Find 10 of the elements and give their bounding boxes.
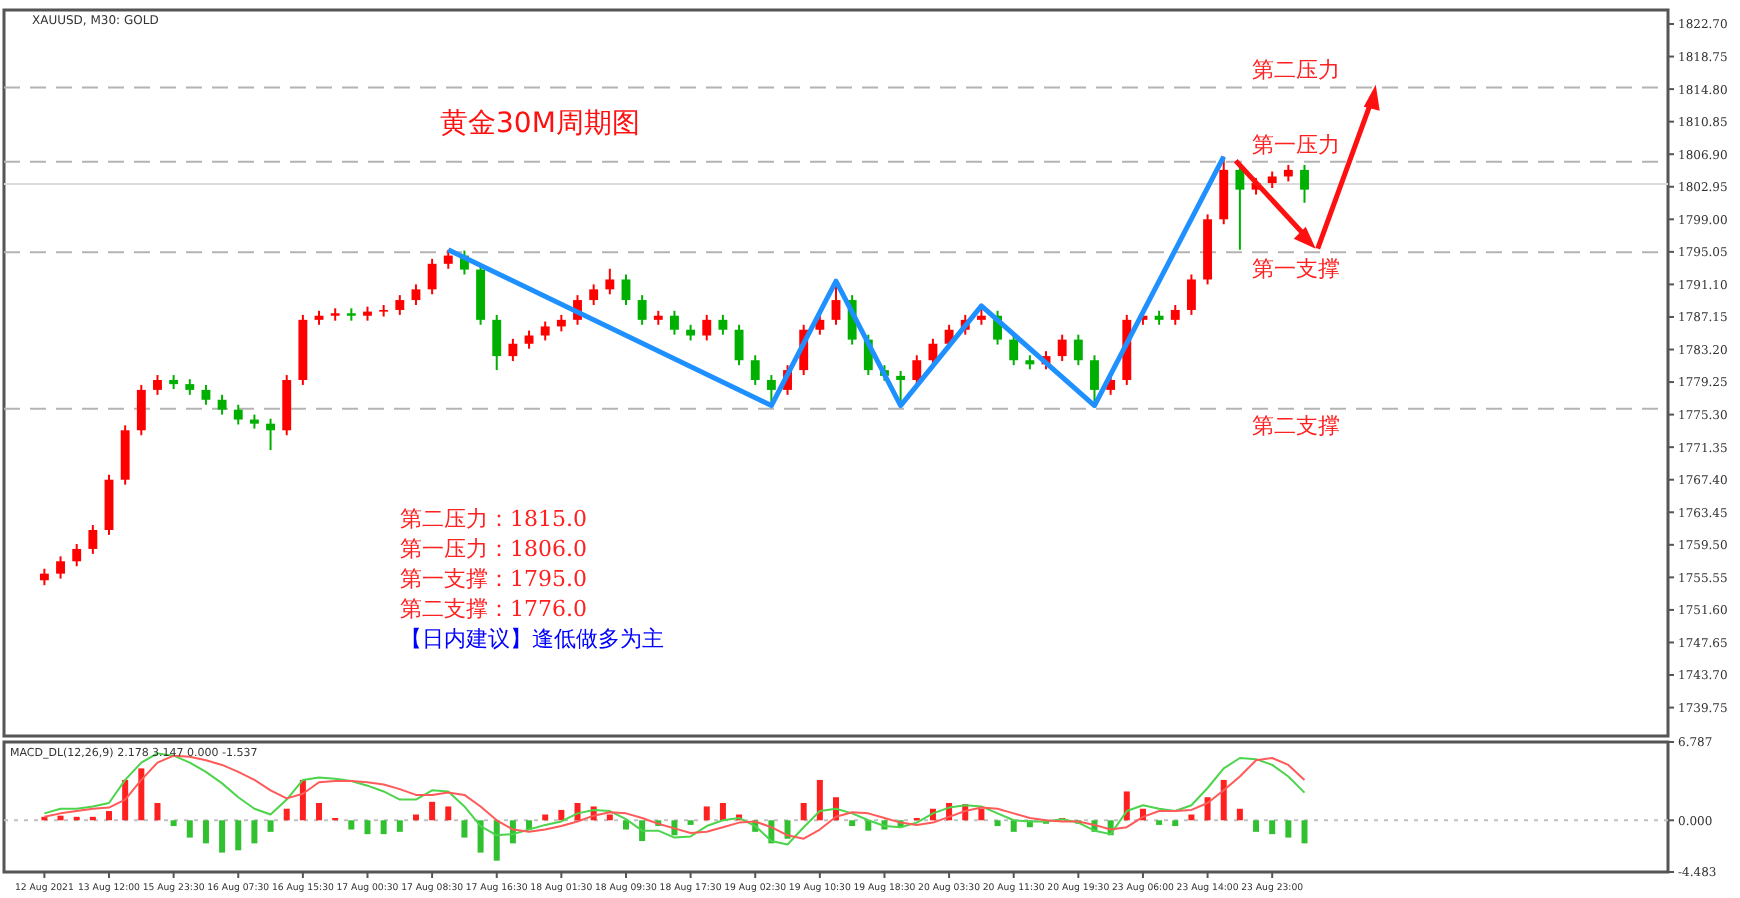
annotation: 第二压力：1815.0 — [400, 506, 587, 532]
annotation: 第二支撑：1776.0 — [400, 596, 587, 622]
text: 黄金30M周期图 — [440, 108, 640, 140]
annotation: 第一压力：1806.0 — [400, 536, 587, 562]
ref-line-label: 第二压力 — [1252, 57, 1340, 84]
ref-line-label: 第一支撑 — [1252, 256, 1340, 283]
ref-line-label: 第一压力 — [1252, 131, 1340, 158]
annotation: 第一支撑：1795.0 — [400, 566, 587, 592]
annotation: 【日内建议】逢低做多为主 — [400, 626, 664, 652]
ref-line-label: 第二支撑 — [1252, 412, 1340, 439]
